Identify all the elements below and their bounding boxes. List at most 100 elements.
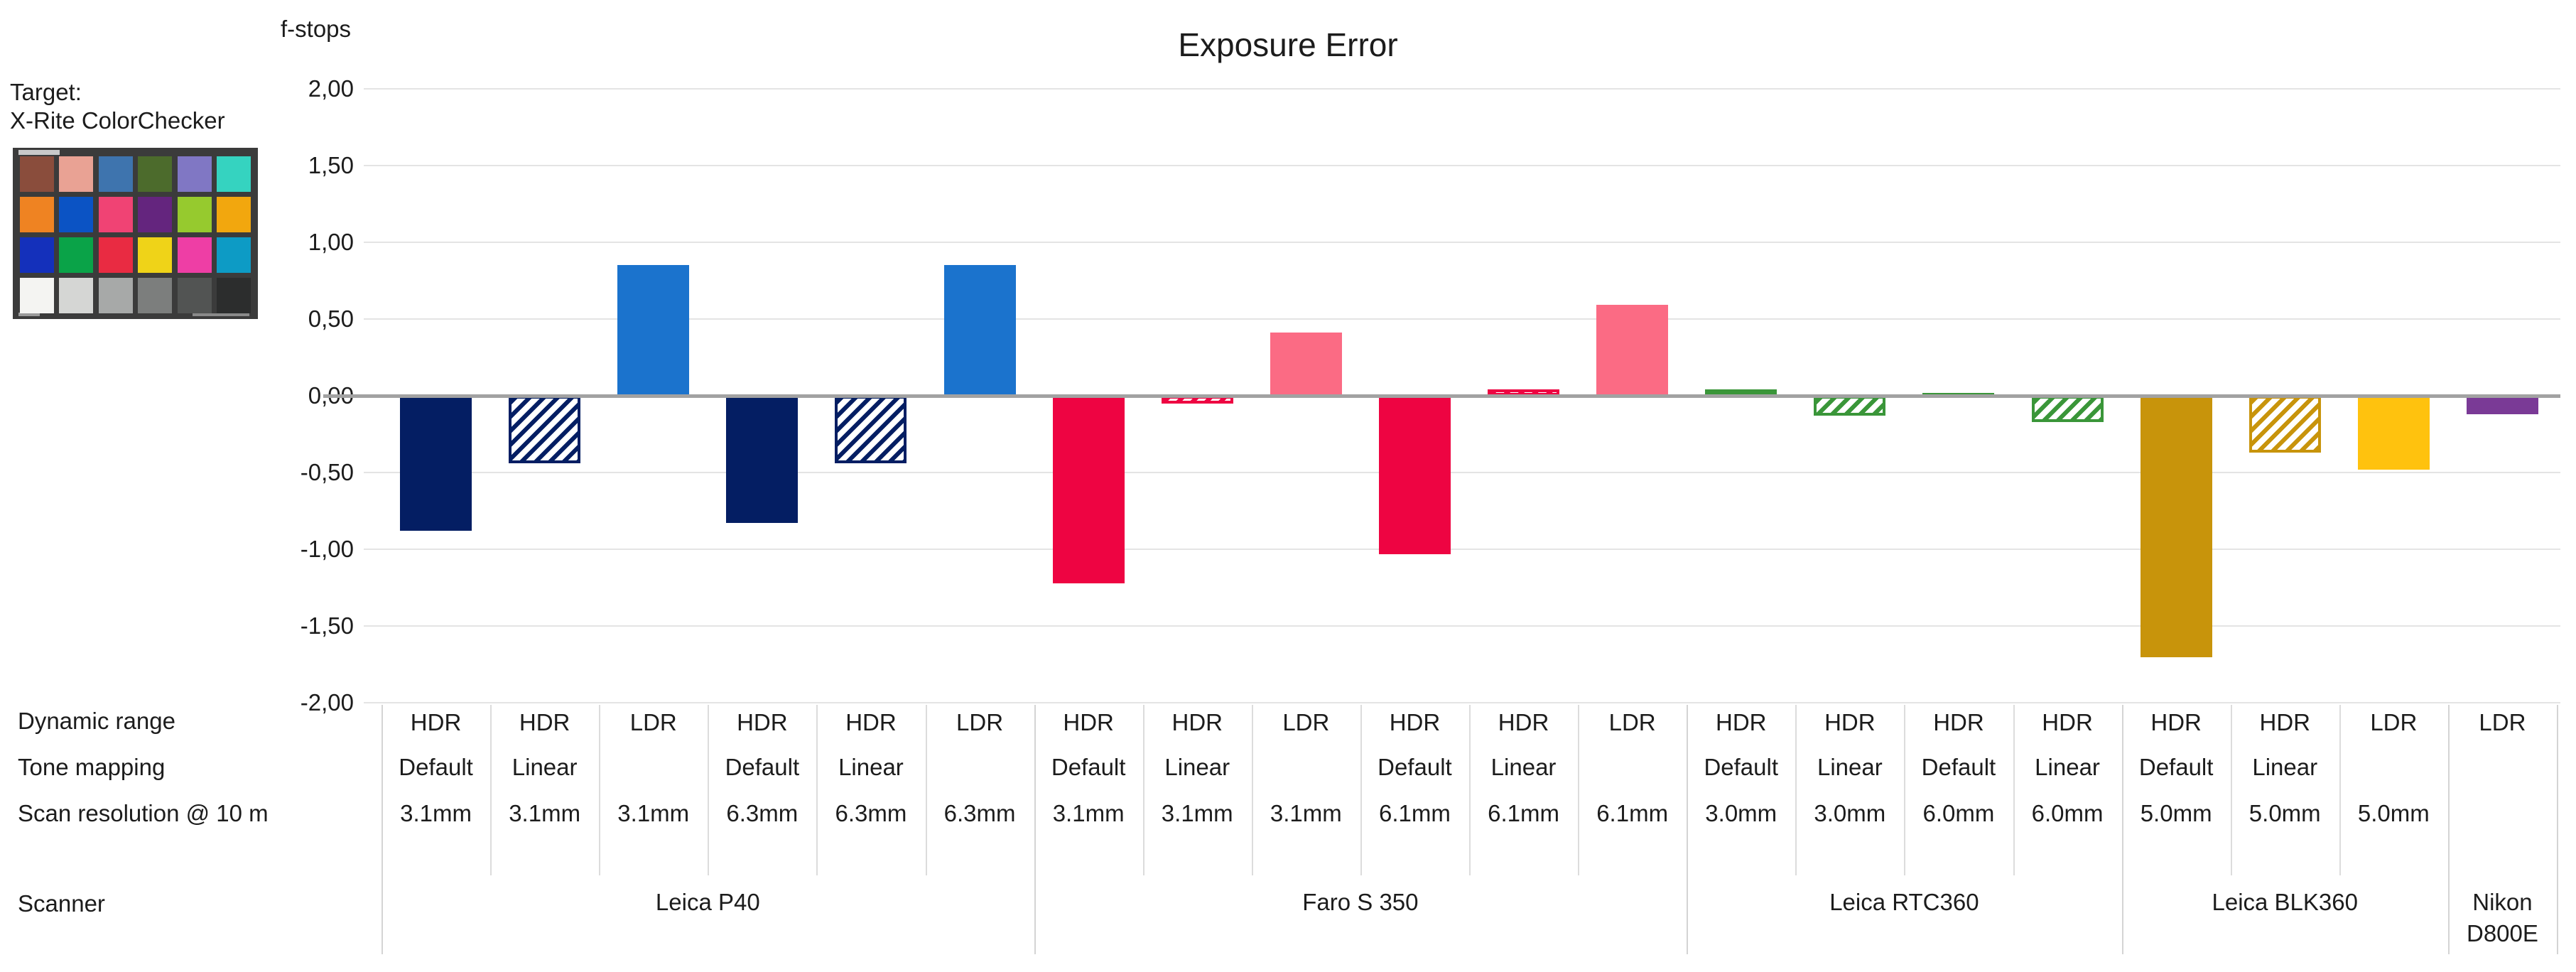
dynamic-range-cell: HDR — [2042, 709, 2093, 735]
tone-mapping-cell: Default — [725, 754, 800, 780]
colorchecker-patch — [59, 278, 94, 313]
resolution-cell: 6.0mm — [2031, 800, 2104, 826]
bar-leica-rtc360-hdr-linear — [2031, 396, 2104, 422]
colorchecker-patch — [20, 278, 54, 313]
bar-leica-p40-hdr-linear — [509, 396, 581, 464]
resolution-cell: 3.1mm — [509, 800, 581, 826]
bar-faro-s-350-ldr — [1596, 305, 1669, 396]
dynamic-range-cell: HDR — [2150, 709, 2202, 735]
tone-mapping-cell: Linear — [1490, 754, 1557, 780]
resolution-cell: 6.3mm — [835, 800, 907, 826]
zero-axis-line — [323, 394, 2560, 398]
table-column-separator — [2339, 705, 2341, 875]
colorchecker-patch — [20, 156, 54, 192]
table-column-separator — [2557, 705, 2558, 954]
table-column-separator — [1142, 705, 1144, 875]
tone-mapping-cell: Linear — [1817, 754, 1883, 780]
table-column-separator — [599, 705, 601, 875]
colorchecker-patch — [138, 237, 173, 273]
resolution-cell: 6.1mm — [1379, 800, 1451, 826]
y-tick-label: -1,50 — [300, 612, 354, 639]
colorchecker-patch — [138, 156, 173, 192]
colorchecker-patch — [20, 237, 54, 273]
gridline — [364, 472, 2560, 474]
tone-mapping-cell: Linear — [1164, 754, 1230, 780]
gridline — [364, 318, 2560, 320]
table-column-separator — [1469, 705, 1471, 875]
colorchecker-patch — [59, 156, 94, 192]
colorchecker-patch — [138, 278, 173, 313]
scanner-name-cell: Nikon D800E — [2466, 889, 2538, 946]
table-column-separator — [2447, 705, 2450, 954]
colorchecker-patch — [177, 278, 212, 313]
colorchecker-patch — [59, 237, 94, 273]
table-column-separator — [925, 705, 927, 875]
tone-mapping-cell: Linear — [2035, 754, 2100, 780]
colorchecker-brand-strip — [18, 150, 60, 155]
table-column-separator — [1795, 705, 1797, 875]
dynamic-range-cell: LDR — [1282, 709, 1330, 735]
dynamic-range-cell: HDR — [845, 709, 897, 735]
target-caption-line1: Target: — [10, 79, 82, 105]
gridline — [364, 549, 2560, 551]
table-column-separator — [1251, 705, 1253, 875]
colorchecker-patch — [59, 197, 94, 232]
resolution-cell: 3.1mm — [1270, 800, 1342, 826]
resolution-cell: 3.1mm — [1161, 800, 1233, 826]
dynamic-range-cell: LDR — [1608, 709, 1656, 735]
y-tick-label: -2,00 — [300, 689, 354, 716]
resolution-cell: 3.1mm — [1052, 800, 1125, 826]
table-column-separator — [1578, 705, 1580, 875]
gridline — [364, 702, 2560, 704]
colorchecker-patch — [98, 237, 133, 273]
bar-leica-blk360-hdr-default — [2140, 396, 2212, 657]
scanner-name-cell: Leica BLK360 — [2212, 889, 2358, 915]
scanner-name-cell: Leica P40 — [655, 889, 760, 915]
table-column-separator — [490, 705, 492, 875]
dynamic-range-cell: HDR — [410, 709, 462, 735]
tone-mapping-cell: Default — [1051, 754, 1126, 780]
dynamic-range-cell: HDR — [1824, 709, 1876, 735]
tone-mapping-cell: Default — [1378, 754, 1452, 780]
table-column-separator — [2013, 705, 2015, 875]
resolution-cell: 3.0mm — [1705, 800, 1777, 826]
colorchecker-patch — [217, 278, 251, 313]
dynamic-range-cell: HDR — [1933, 709, 1984, 735]
colorchecker-footer-mark-left — [18, 313, 40, 316]
colorchecker-patch — [138, 197, 173, 232]
table-column-separator — [1687, 705, 1689, 954]
tone-mapping-cell: Linear — [838, 754, 904, 780]
colorchecker-patch — [217, 237, 251, 273]
tone-mapping-cell: Linear — [512, 754, 578, 780]
tone-mapping-cell: Linear — [2252, 754, 2318, 780]
y-tick-label: 1,00 — [308, 229, 354, 256]
dynamic-range-cell: HDR — [2259, 709, 2310, 735]
table-column-separator — [1904, 705, 1906, 875]
dynamic-range-cell: LDR — [2370, 709, 2418, 735]
table-row-label: Dynamic range — [18, 708, 175, 734]
table-row-label: Tone mapping — [18, 754, 166, 780]
gridline — [364, 625, 2560, 627]
bar-leica-rtc360-hdr-default — [1922, 392, 1995, 396]
tone-mapping-cell: Default — [399, 754, 473, 780]
bar-leica-blk360-ldr — [2357, 396, 2430, 470]
bar-faro-s-350-ldr — [1270, 333, 1342, 396]
resolution-cell: 6.3mm — [726, 800, 799, 826]
resolution-cell: 6.1mm — [1488, 800, 1559, 826]
dynamic-range-cell: LDR — [2479, 709, 2526, 735]
chart-title: Exposure Error — [1178, 26, 1398, 63]
resolution-cell: 6.1mm — [1596, 800, 1669, 826]
colorchecker-patch — [177, 237, 212, 273]
dynamic-range-cell: HDR — [1171, 709, 1223, 735]
colorchecker-patch — [177, 156, 212, 192]
resolution-cell: 3.0mm — [1814, 800, 1886, 826]
bar-leica-p40-hdr-default — [400, 396, 472, 531]
resolution-cell: 5.0mm — [2248, 800, 2321, 826]
dynamic-range-cell: LDR — [629, 709, 677, 735]
colorchecker-patch — [20, 197, 54, 232]
bar-faro-s-350-hdr-default — [1052, 396, 1125, 583]
tone-mapping-cell: Default — [1921, 754, 1996, 780]
bar-leica-rtc360-hdr-linear — [1814, 396, 1886, 416]
table-column-separator — [816, 705, 818, 875]
